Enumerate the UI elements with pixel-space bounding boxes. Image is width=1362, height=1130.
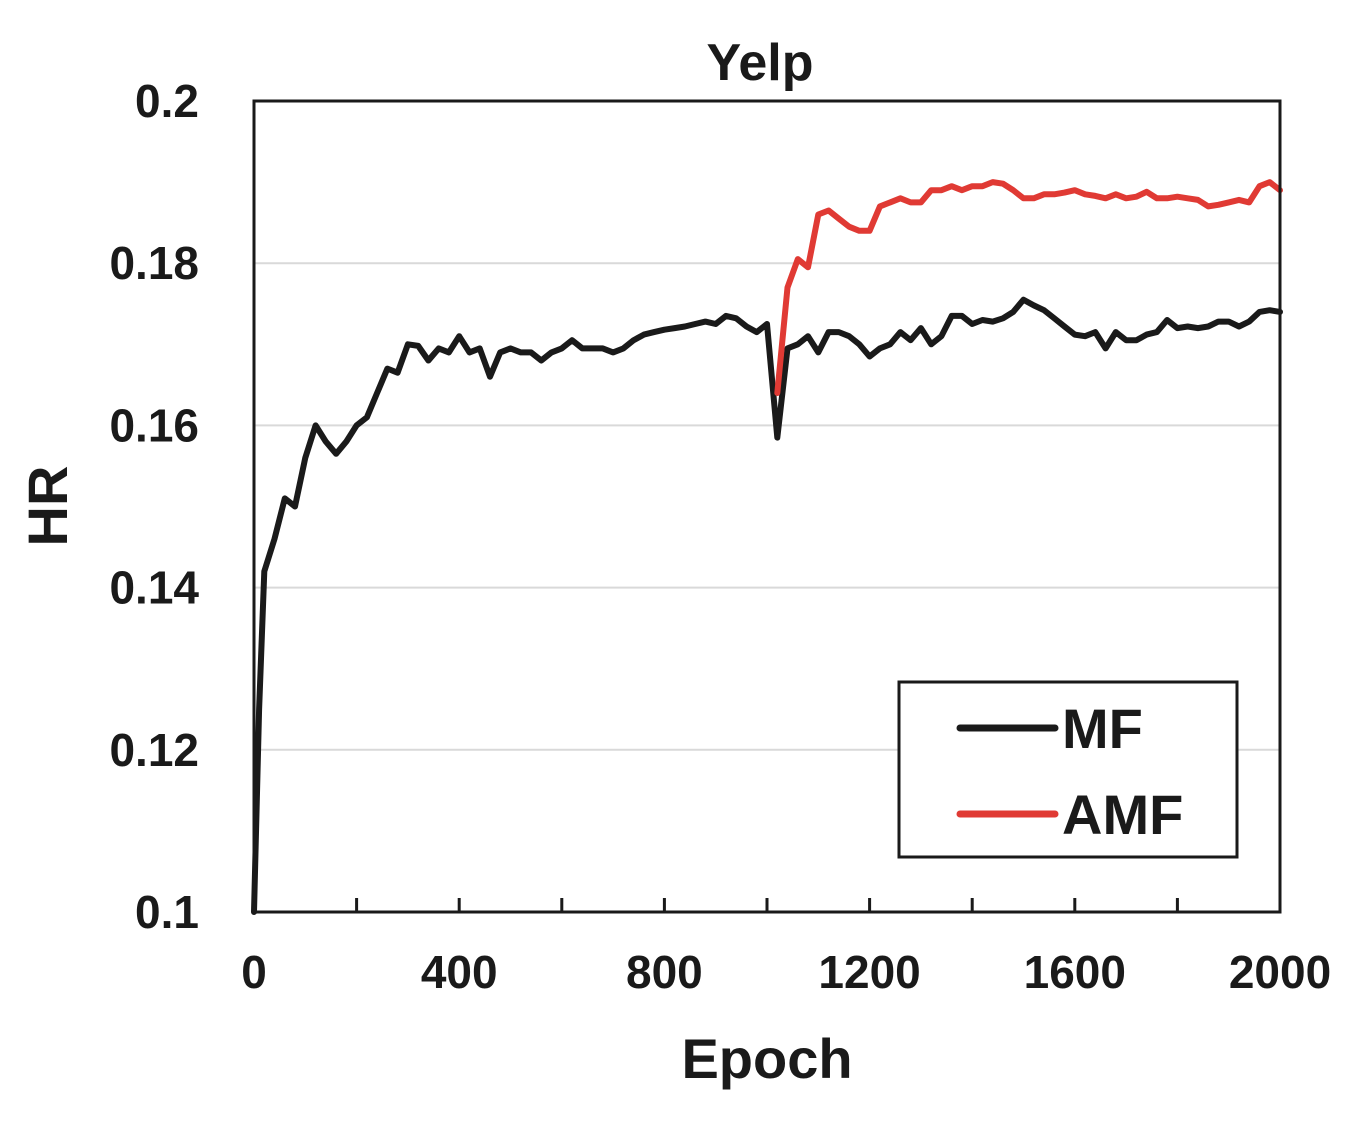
x-axis-title: Epoch — [681, 1027, 852, 1090]
legend-box — [897, 680, 1239, 859]
x-tick-label: 400 — [421, 946, 498, 998]
series-lines — [251, 179, 1283, 915]
series-line-mf — [251, 296, 1283, 915]
axis-ticks — [252, 898, 1282, 912]
x-tick-label: 1200 — [818, 946, 920, 998]
x-tick-label: 2000 — [1229, 946, 1331, 998]
legend-label-amf: AMF — [1062, 783, 1183, 846]
y-tick-label: 0.14 — [109, 562, 199, 614]
series-line-amf — [774, 179, 1283, 396]
y-tick-label: 0.1 — [135, 886, 199, 938]
legend-label-mf: MF — [1062, 697, 1143, 760]
tick-labels: 0.1 0.12 0.14 0.16 0.18 0.2 0 400 800 1200 1600 200… — [109, 75, 1331, 998]
y-tick-label: 0.12 — [109, 724, 199, 776]
y-tick-label: 0.16 — [109, 399, 199, 451]
x-tick-label: 1600 — [1024, 946, 1126, 998]
y-axis-title: HR — [16, 466, 79, 547]
chart-title: Yelp — [707, 34, 814, 92]
x-tick-label: 800 — [626, 946, 703, 998]
y-tick-label: 0.18 — [109, 237, 199, 289]
y-tick-label: 0.2 — [135, 75, 199, 127]
x-tick-label: 0 — [241, 946, 267, 998]
legend: MF AMF — [897, 680, 1239, 859]
